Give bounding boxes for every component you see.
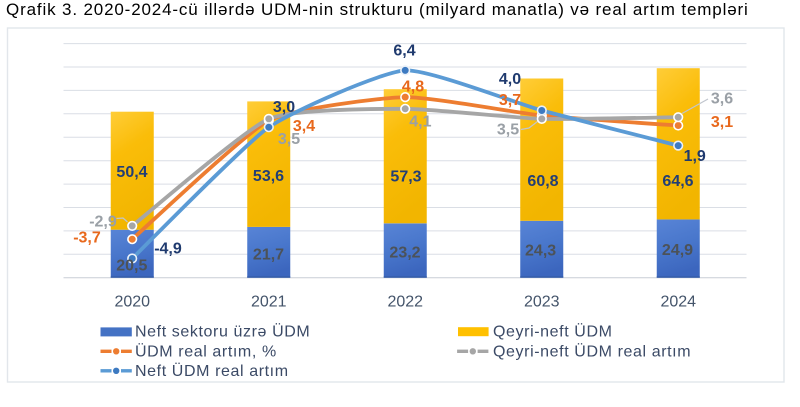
svg-text:4,8: 4,8	[402, 79, 424, 96]
svg-text:Qeyri-neft ÜDM: Qeyri-neft ÜDM	[493, 323, 613, 341]
svg-text:3,0: 3,0	[273, 99, 295, 116]
svg-text:4,1: 4,1	[409, 114, 431, 131]
svg-text:Neft sektoru üzrə ÜDM: Neft sektoru üzrə ÜDM	[135, 323, 310, 341]
svg-text:2022: 2022	[387, 294, 423, 311]
svg-text:1,9: 1,9	[684, 148, 706, 165]
svg-text:64,6: 64,6	[662, 173, 693, 190]
svg-text:50,4: 50,4	[116, 164, 147, 181]
svg-text:-4,9: -4,9	[154, 241, 182, 258]
svg-text:60,8: 60,8	[527, 173, 558, 190]
svg-text:3,5: 3,5	[497, 122, 519, 139]
svg-text:3,4: 3,4	[293, 118, 315, 135]
svg-text:24,9: 24,9	[662, 242, 693, 259]
svg-text:21,7: 21,7	[253, 246, 284, 263]
svg-text:Qrafik 3. 2020-2024-cü illərdə: Qrafik 3. 2020-2024-cü illərdə UDM-nin s…	[6, 0, 749, 19]
svg-text:3,7: 3,7	[499, 92, 521, 109]
svg-text:-3,7: -3,7	[73, 230, 101, 247]
svg-text:Qeyri-neft ÜDM real artım: Qeyri-neft ÜDM real artım	[493, 342, 691, 360]
svg-text:-2,9: -2,9	[89, 214, 117, 231]
svg-text:2021: 2021	[251, 294, 287, 311]
svg-text:20,5: 20,5	[116, 258, 147, 275]
svg-text:ÜDM real artım, %: ÜDM real artım, %	[135, 342, 277, 360]
svg-text:4,0: 4,0	[499, 71, 521, 88]
svg-text:3,1: 3,1	[711, 114, 733, 131]
svg-text:Neft ÜDM real artım: Neft ÜDM real artım	[135, 362, 289, 380]
svg-text:2023: 2023	[524, 294, 560, 311]
svg-text:2020: 2020	[114, 294, 150, 311]
svg-text:3,6: 3,6	[711, 91, 733, 108]
svg-text:3,5: 3,5	[278, 131, 300, 148]
svg-text:23,2: 23,2	[389, 245, 420, 262]
svg-text:6,4: 6,4	[393, 42, 415, 59]
svg-text:53,6: 53,6	[253, 168, 284, 185]
svg-text:24,3: 24,3	[525, 243, 556, 260]
svg-text:57,3: 57,3	[390, 169, 421, 186]
svg-text:2024: 2024	[660, 294, 696, 311]
